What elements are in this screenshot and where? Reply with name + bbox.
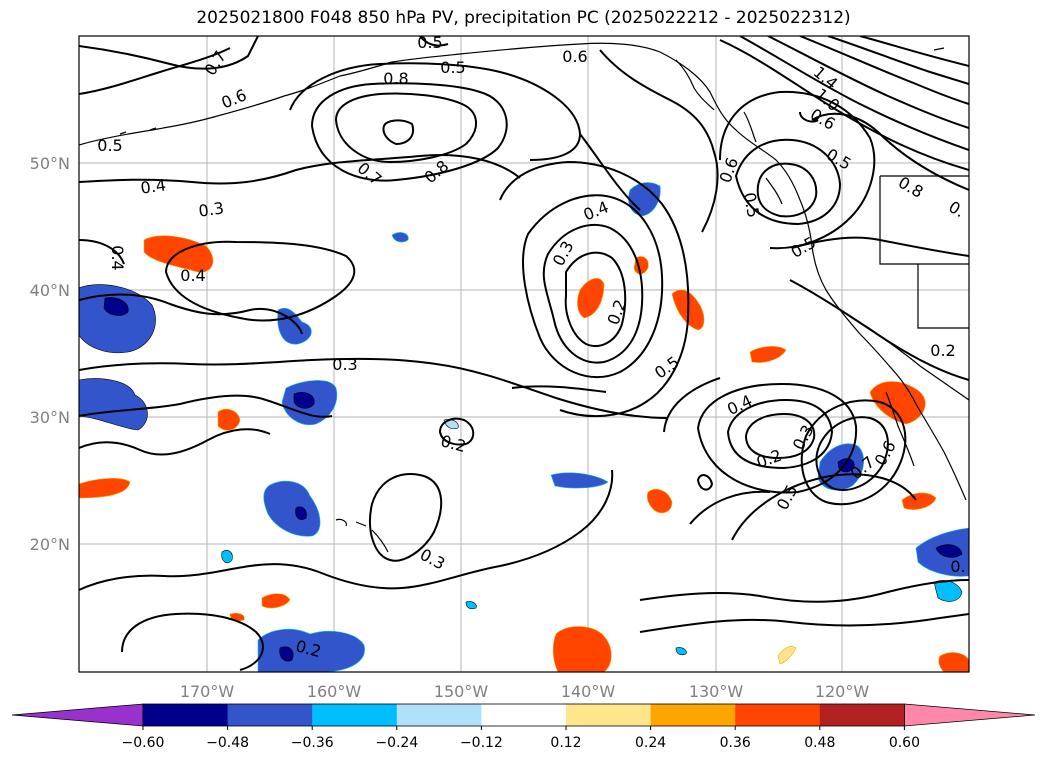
lat-tick-label: 20°N <box>30 535 70 554</box>
colorbar-tick-label: 0.60 <box>889 735 920 751</box>
colorbar-tick-label: −0.48 <box>206 735 249 751</box>
colorbar-segment <box>481 704 567 726</box>
contour-label: 0.2 <box>930 341 955 360</box>
lon-tick-label: 170°W <box>180 682 235 701</box>
pv-contours <box>79 36 969 671</box>
contour-label: 0.3 <box>197 198 225 220</box>
colorbar-tick-label: 0.36 <box>720 735 751 751</box>
colorbar-segment <box>566 704 652 726</box>
colorbar-segment <box>650 704 736 726</box>
positive-precip-areas <box>79 235 969 672</box>
latitude-labels: 50°N 40°N 30°N 20°N <box>30 154 70 554</box>
lon-tick-label: 150°W <box>434 682 489 701</box>
lon-tick-label: 120°W <box>815 682 870 701</box>
contour-label: 0.6 <box>562 47 587 66</box>
contour-label: 0.5 <box>417 33 442 52</box>
colorbar-segment <box>819 704 905 726</box>
contour-label: 0.4 <box>139 175 167 197</box>
colorbar-extend-min <box>11 703 144 727</box>
colorbar-extend-max <box>904 703 1036 727</box>
lat-tick-label: 30°N <box>30 408 70 427</box>
colorbar-segment <box>312 704 398 726</box>
negative-precip-areas <box>79 182 969 672</box>
contour-label: 0.8 <box>383 69 408 88</box>
contour-label: 0.3 <box>332 355 357 374</box>
map-area <box>79 36 969 672</box>
colorbar-tick-label: −0.24 <box>375 735 418 751</box>
lon-tick-label: 140°W <box>561 682 616 701</box>
contour-label: 0.5 <box>740 191 763 219</box>
colorbar-frame <box>142 703 905 727</box>
contour-label: 0.5 <box>440 58 465 77</box>
colorbar-tick-label: 0.24 <box>635 735 666 751</box>
colorbar-segment <box>143 704 229 726</box>
colorbar-tick-label: −0.12 <box>460 735 503 751</box>
colorbar-segment <box>735 704 821 726</box>
contour-label: 0.4 <box>108 245 127 270</box>
lon-tick-label: 130°W <box>689 682 744 701</box>
longitude-labels: 170°W 160°W 150°W 140°W 130°W 120°W <box>180 682 870 701</box>
contour-label: 0. <box>950 557 965 576</box>
colorbar-segment <box>227 704 313 726</box>
map-frame <box>78 35 970 673</box>
lat-tick-label: 40°N <box>30 281 70 300</box>
colorbar-tick-label: 0.12 <box>550 735 581 751</box>
lon-tick-label: 160°W <box>307 682 362 701</box>
contour-label: 0.5 <box>97 136 122 155</box>
contour-label: 0.4 <box>180 266 205 285</box>
colorbar-tick-label: −0.60 <box>122 735 165 751</box>
colorbar-tick-label: −0.36 <box>291 735 334 751</box>
colorbar: −0.60 −0.48 −0.36 −0.24 −0.12 0.12 0.24 0.36 0.4… <box>11 703 1036 751</box>
lat-tick-label: 50°N <box>30 154 70 173</box>
colorbar-segment <box>396 704 482 726</box>
colorbar-tick-label: 0.48 <box>804 735 835 751</box>
map-title: 2025021800 F048 850 hPa PV, precipitatio… <box>196 8 851 28</box>
